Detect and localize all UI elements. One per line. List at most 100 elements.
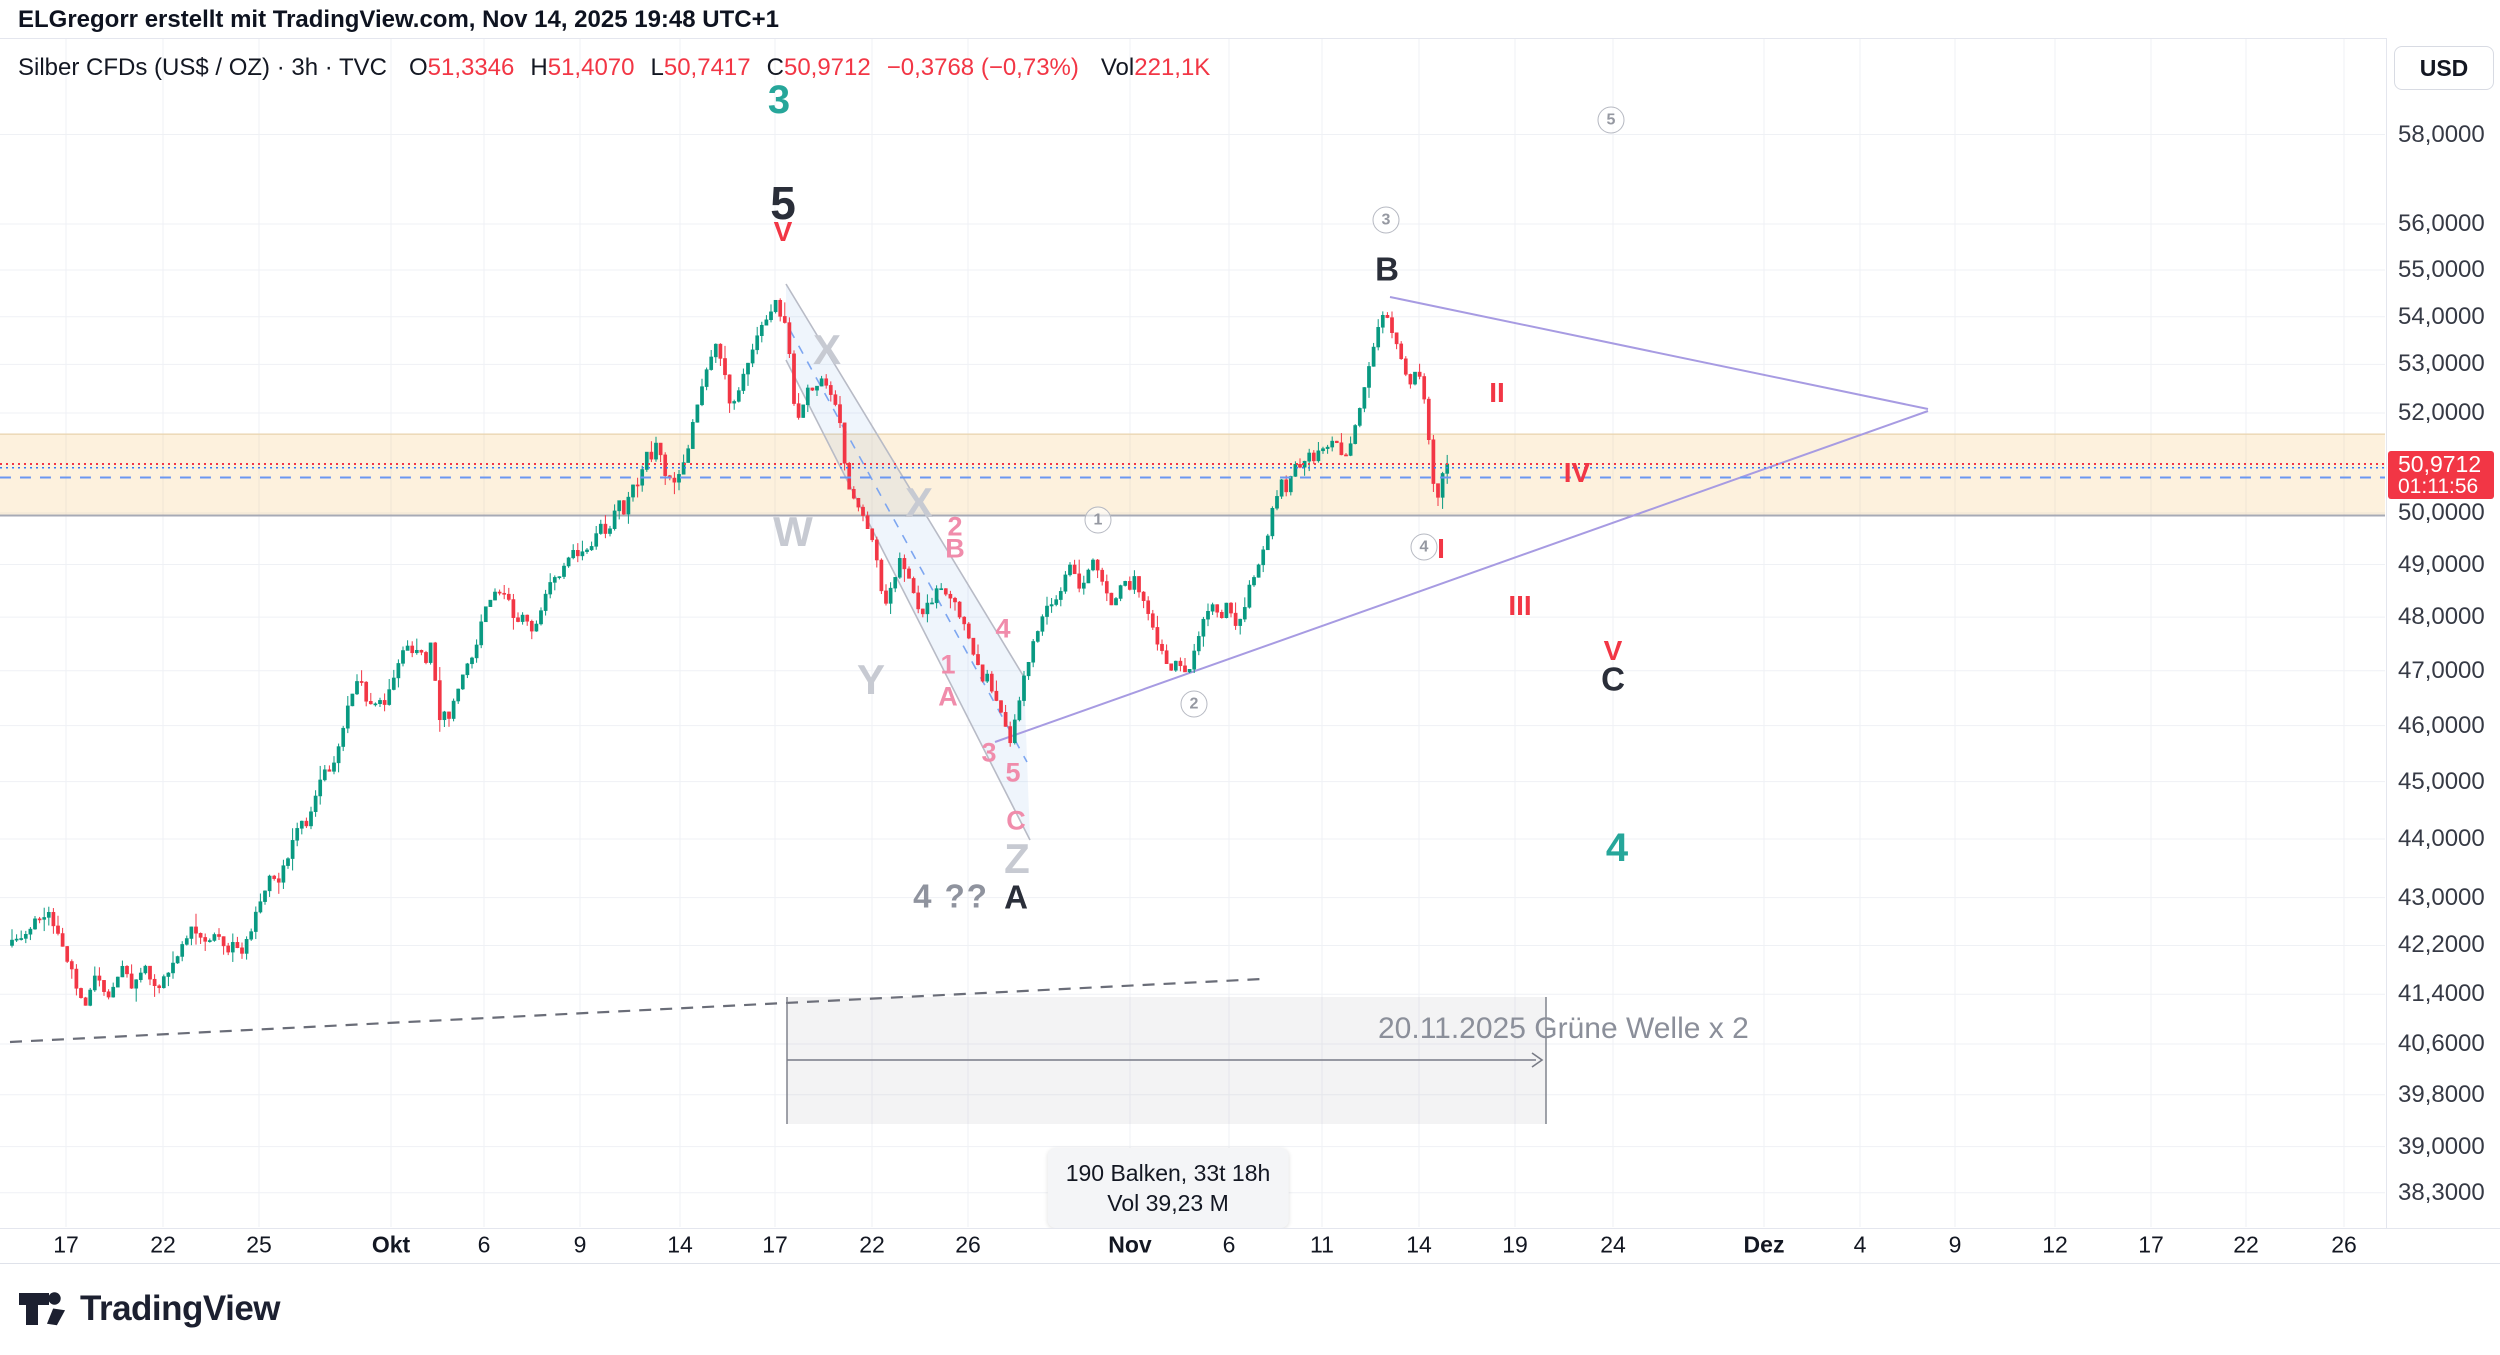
time-scale[interactable]: [0, 1228, 2500, 1264]
ohlc-high: H51,4070: [530, 54, 635, 81]
time-tick-17: 17: [2138, 1231, 2164, 1258]
price-label-46: 46,0000: [2398, 711, 2485, 739]
circled-wave-label-2: 2: [1180, 690, 1208, 718]
time-tick-25: 25: [246, 1231, 272, 1258]
circled-wave-label-1: 1: [1084, 506, 1112, 534]
wave-label-3: 3: [767, 78, 791, 122]
price-label-41.4: 41,4000: [2398, 980, 2485, 1008]
wave-label-X: X: [904, 479, 934, 526]
price-label-40.6: 40,6000: [2398, 1030, 2485, 1058]
price-label-47: 47,0000: [2398, 656, 2485, 684]
wave-label-A: A: [1004, 878, 1028, 916]
wave-label-C: C: [1601, 660, 1625, 698]
price-label-54: 54,0000: [2398, 302, 2485, 330]
measure-note-label: 20.11.2025 Grüne Welle x 2: [1378, 1012, 1749, 1045]
price-label-45: 45,0000: [2398, 767, 2485, 795]
wave-label-2: 2: [947, 511, 963, 542]
grid: [0, 39, 2385, 1227]
change-value: −0,3768 (−0,73%): [886, 54, 1079, 81]
triangle-pattern[interactable]: [994, 296, 1929, 743]
current-price-badge: 50,9712 01:11:56: [2388, 451, 2494, 499]
wave-label-4: 4 ??: [913, 877, 989, 915]
ohlc-close: C50,9712: [766, 54, 871, 81]
circled-wave-label-4: 4: [1410, 533, 1438, 561]
time-tick-14: 14: [667, 1231, 693, 1258]
measure-tooltip: 190 Balken, 33t 18h Vol 39,23 M: [1047, 1148, 1289, 1228]
time-tick-19: 19: [1502, 1231, 1528, 1258]
price-scale[interactable]: [2386, 38, 2500, 1262]
wave-label-X: X: [812, 326, 842, 373]
time-tick-12: 12: [2042, 1231, 2068, 1258]
time-tick-9: 9: [1948, 1231, 1962, 1258]
current-price-value: 50,9712: [2398, 451, 2482, 477]
time-tick-Okt: Okt: [371, 1231, 411, 1258]
ohlc-low: L50,7417: [650, 54, 751, 81]
price-label-42.2: 42,2000: [2398, 931, 2485, 959]
price-label-56: 56,0000: [2398, 210, 2485, 237]
time-tick-14: 14: [1406, 1231, 1432, 1258]
price-label-39: 39,0000: [2398, 1132, 2485, 1160]
wave-label-5: 5: [770, 177, 796, 229]
time-tick-17: 17: [762, 1231, 788, 1258]
wave-label-Y: Y: [856, 656, 886, 703]
wave-label-B: B: [1375, 250, 1399, 288]
bar-countdown: 01:11:56: [2398, 475, 2479, 498]
time-tick-24: 24: [1600, 1231, 1626, 1258]
price-label-55: 55,0000: [2398, 255, 2485, 283]
wave-label-A: A: [938, 681, 958, 712]
volume-value: Vol221,1K: [1100, 54, 1211, 81]
wave-label-5: 5: [1005, 757, 1021, 788]
price-label-48: 48,0000: [2398, 603, 2485, 631]
time-tick-11: 11: [1310, 1231, 1334, 1258]
header-separator: [0, 38, 2500, 39]
horizontal-band: [0, 433, 2385, 517]
time-tick-9: 9: [573, 1231, 587, 1258]
wave-label-4: 4: [1605, 826, 1629, 870]
price-label-43: 43,0000: [2398, 883, 2485, 911]
wave-label-V: V: [1603, 635, 1623, 666]
elliott-channel: [785, 283, 1031, 841]
wave-label-C: C: [1006, 805, 1026, 836]
wave-label-1: 1: [940, 649, 956, 680]
wave-label-V: V: [773, 216, 793, 247]
tradingview-logo[interactable]: TradingView: [18, 1288, 281, 1330]
candlestick-series: [10, 298, 1450, 1007]
chart-legend: Silber CFDs (US$ / OZ) · 3h · TVC O51,334…: [18, 54, 1226, 82]
price-label-50: 50,0000: [2398, 499, 2485, 526]
wave-label-4: 4: [995, 613, 1011, 644]
wave-label-IV: IV: [1563, 457, 1591, 488]
measure-tooltip-line1: 190 Balken, 33t 18h: [1065, 1160, 1271, 1186]
wave-label-W: W: [773, 508, 813, 555]
wave-label-3: 3: [981, 737, 997, 768]
currency-button[interactable]: USD: [2394, 46, 2494, 90]
time-tick-22: 22: [2233, 1231, 2259, 1258]
price-label-58: 58,0000: [2398, 120, 2485, 148]
measure-tooltip-line2: Vol 39,23 M: [1107, 1190, 1229, 1216]
time-tick-6: 6: [1222, 1231, 1236, 1258]
wave-label-II: II: [1489, 377, 1505, 408]
time-tick-6: 6: [477, 1231, 491, 1258]
ohlc-open: O51,3346: [408, 54, 515, 81]
circled-wave-label-3: 3: [1372, 206, 1400, 234]
price-label-38.3: 38,3000: [2398, 1178, 2485, 1206]
tradingview-logo-icon: [19, 1292, 66, 1326]
time-tick-Dez: Dez: [1743, 1231, 1785, 1258]
time-tick-22: 22: [859, 1231, 885, 1258]
attribution-text: ELGregorr erstellt mit TradingView.com, …: [18, 6, 779, 33]
price-lines: [0, 462, 2385, 479]
price-label-53: 53,0000: [2398, 350, 2485, 378]
date-range-measure[interactable]: [786, 997, 1547, 1124]
price-label-39.8: 39,8000: [2398, 1080, 2485, 1108]
price-label-49: 49,0000: [2398, 550, 2485, 578]
tradingview-logo-text: TradingView: [80, 1289, 281, 1328]
wave-label-Z: Z: [1004, 835, 1030, 882]
price-label-52: 52,0000: [2398, 398, 2485, 426]
wave-label-I: I: [1437, 533, 1445, 564]
symbol-title[interactable]: Silber CFDs (US$ / OZ) · 3h · TVC: [18, 54, 387, 81]
wave-label-III: III: [1508, 590, 1532, 621]
time-tick-22: 22: [150, 1231, 176, 1258]
circled-wave-label-5: 5: [1597, 106, 1625, 134]
time-tick-26: 26: [2331, 1231, 2357, 1258]
time-tick-17: 17: [53, 1231, 79, 1258]
